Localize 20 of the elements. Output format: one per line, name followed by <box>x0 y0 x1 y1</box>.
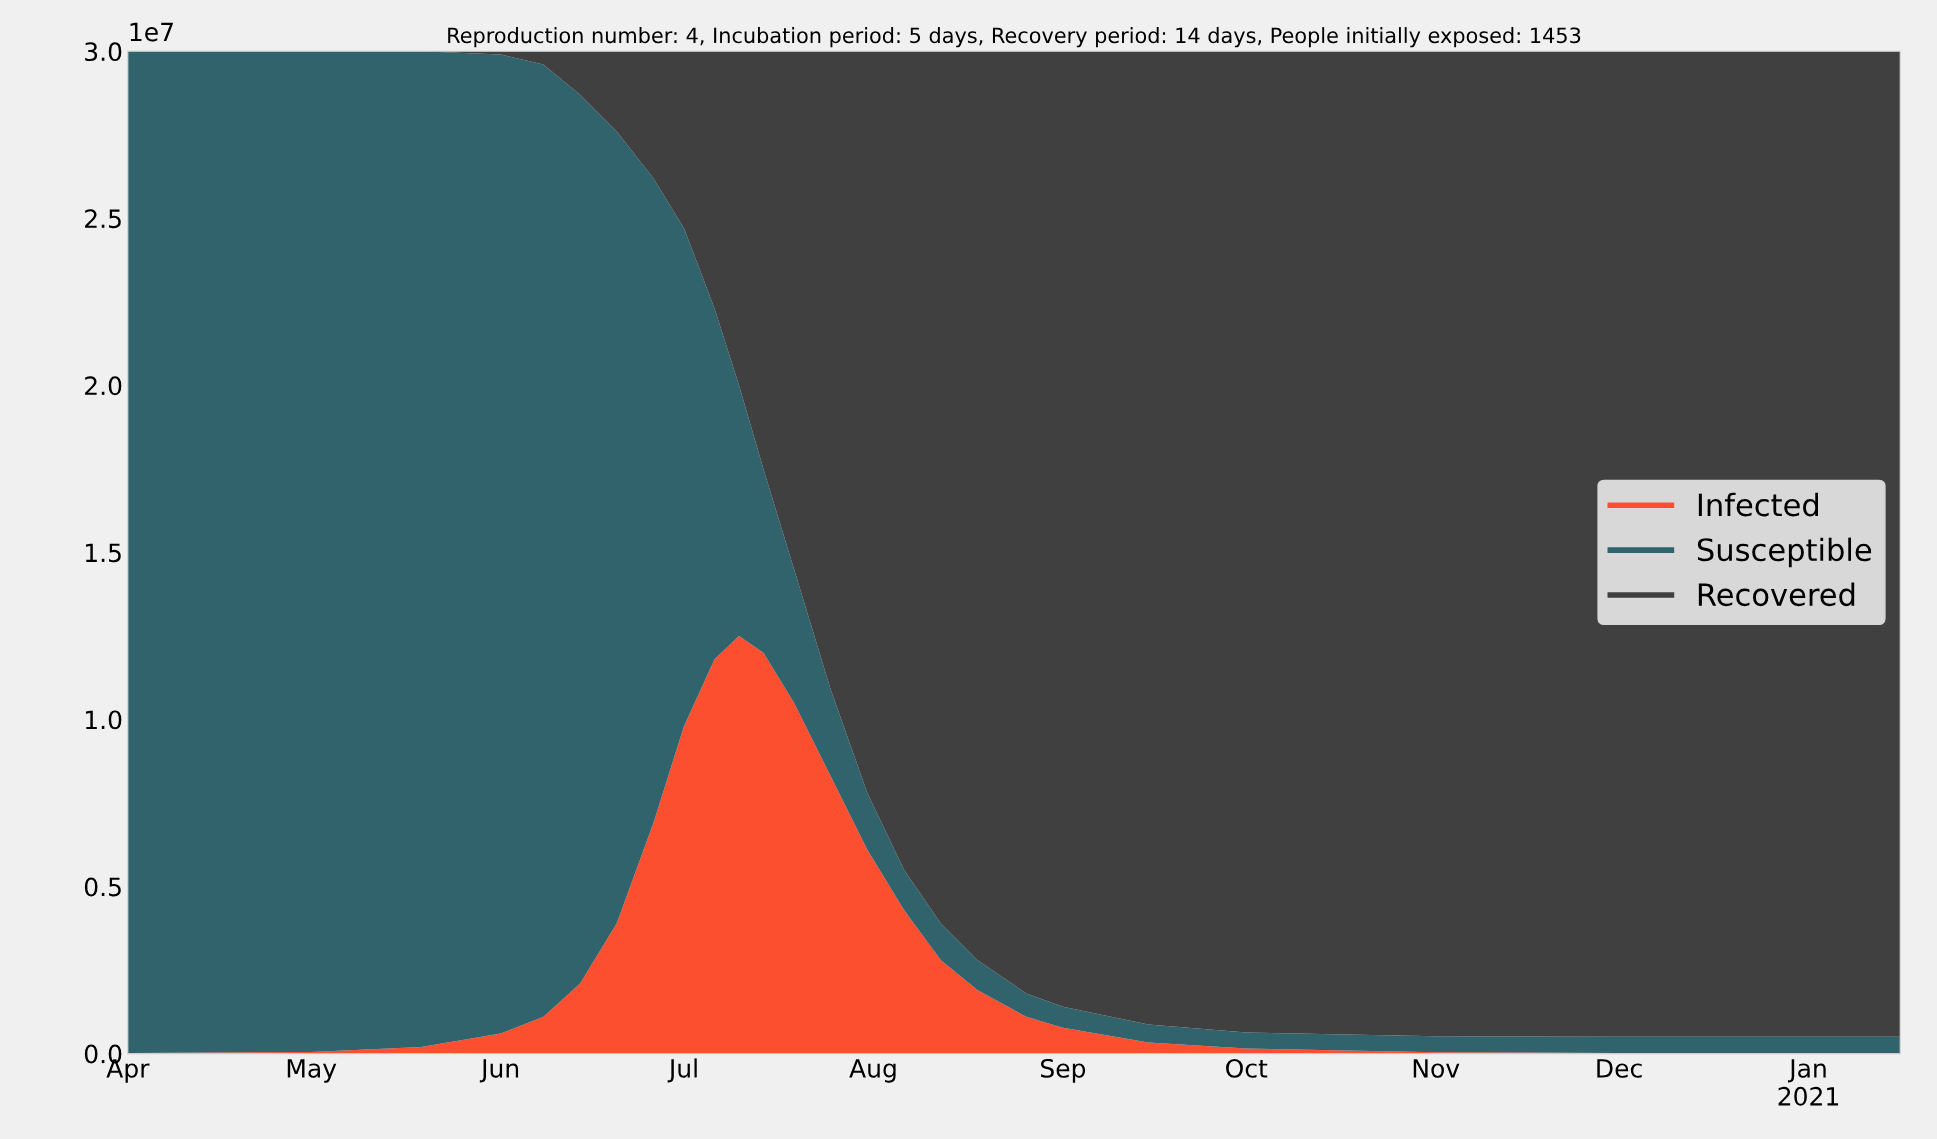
y-tick-label: 3.0 <box>85 42 122 62</box>
x-tick-label: Oct <box>1226 1058 1268 1078</box>
x-tick-label: Aug <box>849 1059 896 1083</box>
x-tick-label: May <box>287 1059 337 1083</box>
x-tick-label: Jun <box>479 1059 519 1083</box>
legend-label: Infected <box>1698 492 1818 517</box>
chart-title: Reproduction number: 4, Incubation period: 5 days, Recovery period: 14 days, People initially exposed: 1453 <box>448 27 1581 48</box>
y-tick-label: 2.5 <box>85 209 121 229</box>
x-tick-label: Jan 2021 <box>1778 1059 1839 1106</box>
x-tick-label: Jul <box>667 1058 697 1083</box>
x-tick-label: Sep <box>1041 1058 1086 1083</box>
y-tick-label: 2.0 <box>85 376 122 396</box>
x-tick-label: Dec <box>1597 1059 1642 1078</box>
y-tick-label: 0.5 <box>84 877 121 897</box>
legend-label: Recovered <box>1698 582 1855 607</box>
x-tick-label: Nov <box>1413 1059 1460 1078</box>
legend-label: Susceptible <box>1697 537 1872 568</box>
text: 1e7 <box>130 22 173 42</box>
y-tick-label: 1.5 <box>85 543 121 563</box>
y-tick-label: 1.0 <box>85 710 122 730</box>
